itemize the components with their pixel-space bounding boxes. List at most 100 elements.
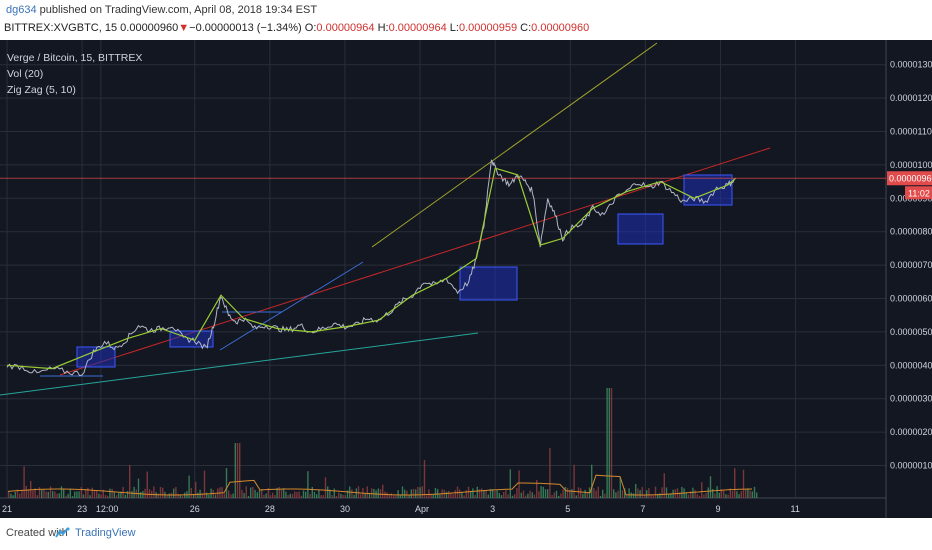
volume-bar [366, 486, 368, 498]
volume-bar [364, 493, 366, 498]
volume-bar [113, 492, 115, 498]
volume-bar [652, 495, 654, 498]
volume-bar [595, 490, 597, 498]
volume-bar [16, 489, 19, 498]
volume-bar [133, 486, 135, 498]
volume-bar [470, 490, 472, 498]
volume-bar [118, 492, 120, 498]
volume-bar [302, 490, 305, 498]
volume-bar [415, 489, 417, 498]
volume-bar [571, 489, 573, 498]
time-axis-label: 7 [640, 504, 645, 514]
close-value: 0.00000960 [531, 22, 590, 34]
volume-bar [487, 494, 489, 498]
volume-bar [476, 486, 478, 498]
volume-bar [43, 489, 45, 498]
volume-bar [654, 486, 657, 498]
volume-bar [751, 491, 753, 498]
price-axis-label: 0.00000100 [890, 461, 932, 471]
legend-zigzag[interactable]: Zig Zag (5, 10) [7, 84, 76, 96]
volume-bar [395, 495, 397, 498]
volume-bar [692, 487, 694, 498]
time-axis-label: 12:00 [96, 504, 119, 514]
volume-bar [551, 494, 553, 498]
volume-bar [417, 486, 419, 498]
volume-bar [712, 488, 714, 498]
volume-bar [157, 493, 159, 498]
volume-bar [291, 493, 294, 498]
volume-bar [192, 493, 195, 498]
volume-bar [276, 487, 278, 498]
volume-bar [599, 495, 602, 498]
volume-bar [313, 491, 316, 498]
volume-bar [250, 487, 252, 498]
volume-bar [289, 493, 291, 498]
volume-bar [584, 489, 586, 498]
volume-bar [382, 484, 384, 498]
volume-bar [74, 491, 76, 498]
tradingview-link[interactable]: TradingView [75, 527, 136, 539]
volume-bar [100, 494, 102, 498]
volume-bar [89, 495, 91, 498]
volume-bar [714, 493, 716, 498]
volume-bar [331, 495, 333, 498]
volume-bar [681, 486, 683, 498]
volume-bar [628, 488, 630, 498]
volume-bar [646, 490, 648, 498]
volume-bar [679, 492, 681, 498]
high-value: 0.00000964 [388, 22, 447, 34]
volume-bar [393, 494, 395, 498]
volume-bar [723, 490, 725, 498]
volume-bar [426, 495, 428, 498]
volume-bar [705, 492, 707, 498]
volume-bar [562, 489, 564, 498]
volume-bar [406, 490, 408, 498]
time-axis-label: 28 [265, 504, 275, 514]
legend-title[interactable]: Verge / Bitcoin, 15, BITTREX [7, 52, 143, 64]
close-label: C: [520, 22, 532, 34]
volume-bar [298, 491, 300, 498]
volume-bar [663, 473, 665, 498]
volume-bar [637, 488, 639, 498]
volume-bar [538, 491, 540, 498]
open-value: 0.00000964 [316, 22, 375, 34]
publish-info: published on TradingView.com, April 08, … [39, 4, 318, 16]
volume-bar [602, 489, 604, 498]
volume-bar [280, 488, 283, 498]
volume-bar [54, 491, 56, 498]
volume-bar [324, 477, 327, 498]
volume-bar [188, 475, 190, 498]
footer: Created with TradingView [0, 518, 932, 550]
volume-bar [230, 494, 232, 498]
volume-bar [190, 487, 192, 498]
volume-bar [481, 488, 483, 498]
volume-bar [377, 488, 379, 498]
volume-bar [60, 486, 63, 498]
volume-bar [294, 491, 296, 498]
volume-bar [648, 487, 650, 498]
volume-bar [69, 488, 71, 498]
last-price-tag-text: 0.00000960 [889, 173, 932, 183]
consolidation-box [459, 266, 518, 301]
volume-bar [316, 494, 318, 498]
consolidation-box [76, 346, 116, 368]
volume-bar [399, 495, 401, 498]
volume-bar [197, 492, 199, 498]
volume-bar [419, 487, 421, 498]
volume-bar [703, 494, 705, 498]
volume-bar [514, 494, 516, 498]
volume-bar [555, 490, 558, 498]
consolidation-box [617, 213, 664, 245]
volume-bar [109, 488, 111, 498]
volume-bar [518, 470, 520, 498]
volume-bar [439, 494, 441, 498]
volume-bar [650, 494, 652, 498]
legend-volume[interactable]: Vol (20) [7, 68, 44, 80]
volume-bar [742, 469, 745, 498]
author-link[interactable]: dg634 [6, 4, 37, 16]
